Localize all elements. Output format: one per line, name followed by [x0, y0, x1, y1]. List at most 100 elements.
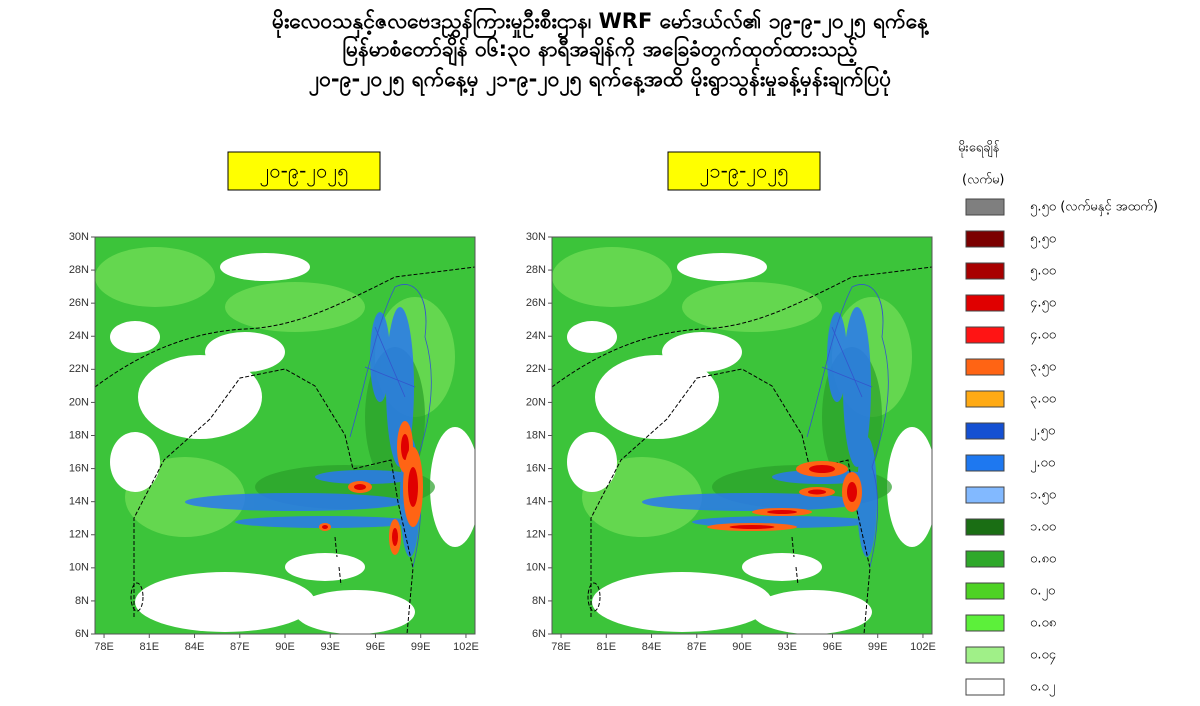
heavy-rain-core [809, 465, 835, 473]
lon-tick-label: 81E [596, 641, 616, 653]
legend-swatch [965, 358, 1005, 376]
lat-tick-label: 12N [69, 529, 89, 541]
legend-swatch [965, 582, 1005, 600]
lat-tick-label: 18N [526, 429, 546, 441]
legend-title: မိုးရေချိန် [958, 140, 1000, 158]
lat-tick-label: 26N [526, 297, 546, 309]
legend-swatch [965, 294, 1005, 312]
lat-tick-label: 18N [69, 429, 89, 441]
lat-tick-label: 26N [69, 297, 89, 309]
lat-tick-label: 10N [69, 562, 89, 574]
lat-tick-label: 16N [526, 462, 546, 474]
map-art [95, 237, 475, 634]
heavy-rain-core [408, 467, 418, 507]
lat-tick-label: 6N [75, 628, 89, 640]
lon-tick-label: 78E [551, 641, 571, 653]
title-line: ၂၀-၉-၂၀၂၅ ရက်နေ့မှ ၂၁-၉-၂၀၂၅ ရက်နေ့အထိ မ… [309, 64, 891, 97]
legend-swatch [965, 550, 1005, 568]
lon-tick-label: 81E [139, 641, 159, 653]
lon-tick-label: 93E [777, 641, 797, 653]
lon-tick-label: 87E [687, 641, 707, 653]
rainfall-field [552, 237, 932, 634]
lon-tick-label: 96E [823, 641, 843, 653]
date-label: ၂၀-၉-၂၀၂၅ [260, 159, 349, 187]
rainfall-field [95, 237, 475, 634]
legend-label: ၄.၀၀ [1030, 328, 1056, 345]
legend-label: ၀.၀၂ [1030, 680, 1055, 697]
map-plot: 6N 8N 10N 12N 14N 16N 18N 20N 22N 24N 26N 28N 30N 78E… [69, 231, 479, 653]
lat-tick-label: 14N [526, 496, 546, 508]
lon-tick-label: 84E [185, 641, 205, 653]
legend-swatch [965, 230, 1005, 248]
legend-swatch [965, 614, 1005, 632]
lon-tick-label: 102E [453, 641, 479, 653]
date-box [227, 151, 381, 191]
legend-label: ၀.၈၀ [1030, 552, 1056, 567]
heavy-rain-core [808, 489, 826, 495]
lon-tick-label: 102E [910, 641, 936, 653]
legend-swatch [965, 262, 1005, 280]
legend-label: ၁.၅၀ [1030, 488, 1056, 505]
heavy-rain-core [847, 482, 857, 502]
maps: ၂၀-၉-၂၀၂၅ 6N 8N 10N 12N 14N 16N 18N 20N 22N 24N 26N… [69, 151, 936, 653]
date-label: ၂၁-၉-၂၀၂၅ [700, 159, 789, 187]
lat-tick-label: 20N [69, 396, 89, 408]
legend-label: ၁.၀၀ [1030, 520, 1056, 535]
legend-swatch [965, 646, 1005, 664]
heavy-rain-core [354, 484, 366, 490]
legend-swatch [965, 486, 1005, 504]
lat-tick-label: 8N [532, 595, 546, 607]
lat-tick-label: 12N [526, 529, 546, 541]
legend-swatch [965, 422, 1005, 440]
lon-tick-label: 99E [868, 641, 888, 653]
legend-label: ၅.၅၀ [1030, 232, 1056, 249]
lat-tick-label: 16N [69, 462, 89, 474]
legend-unit: (လက်မ) [962, 172, 1004, 188]
heavy-rain-core [767, 510, 797, 514]
lon-tick-label: 84E [642, 641, 662, 653]
lat-tick-label: 28N [69, 264, 89, 276]
lat-tick-label: 20N [526, 396, 546, 408]
title-line: မိုးလေဝသနှင့်ဇလဗေဒညွှန်ကြားမှုဦးစီးဌာန၊ … [272, 6, 931, 39]
lat-tick-label: 14N [69, 496, 89, 508]
legend-label: ၅.၅၀ (လက်မနှင့် အထက်) [1030, 199, 1158, 217]
lat-tick-label: 22N [526, 363, 546, 375]
lat-tick-label: 30N [526, 231, 546, 243]
lat-tick-label: 10N [526, 562, 546, 574]
legend-label: ၃.၅၀ [1030, 360, 1056, 377]
lat-tick-label: 30N [69, 231, 89, 243]
lat-tick-label: 22N [69, 363, 89, 375]
lon-tick-label: 99E [411, 641, 431, 653]
legend-label: ၄.၅၀ [1030, 296, 1056, 313]
lat-tick-label: 8N [75, 595, 89, 607]
lat-tick-label: 6N [532, 628, 546, 640]
legend-swatch [965, 198, 1005, 216]
lon-tick-label: 90E [732, 641, 752, 653]
legend-label: ၅.၀၀ [1030, 264, 1056, 281]
lon-tick-label: 90E [275, 641, 295, 653]
legend-swatch [965, 454, 1005, 472]
lat-tick-label: 24N [526, 330, 546, 342]
lon-tick-label: 87E [230, 641, 250, 653]
legend-label: ၀.၀၈ [1030, 616, 1056, 631]
heavy-rain-core [401, 434, 409, 460]
legend-label: ၀.၀၄ [1030, 648, 1057, 665]
legend-label: ၀.၂၀ [1030, 584, 1055, 601]
lat-tick-label: 28N [526, 264, 546, 276]
lon-tick-label: 78E [94, 641, 114, 653]
legend-swatch [965, 390, 1005, 408]
map-plot: 6N 8N 10N 12N 14N 16N 18N 20N 22N 24N 26N 28N 30N 78E… [526, 231, 936, 653]
legend-label: ၃.၀၀ [1030, 392, 1056, 409]
legend-label: ၂.၀၀ [1030, 456, 1055, 473]
legend-swatch [965, 326, 1005, 344]
legend-swatch [965, 518, 1005, 536]
lon-tick-label: 93E [320, 641, 340, 653]
lon-tick-label: 96E [366, 641, 386, 653]
map-art [552, 237, 932, 634]
legend-swatch [965, 678, 1005, 696]
legend-label: ၂.၅၀ [1030, 424, 1055, 441]
lat-tick-label: 24N [69, 330, 89, 342]
heavy-rain-core [392, 528, 398, 546]
date-box [667, 151, 821, 191]
